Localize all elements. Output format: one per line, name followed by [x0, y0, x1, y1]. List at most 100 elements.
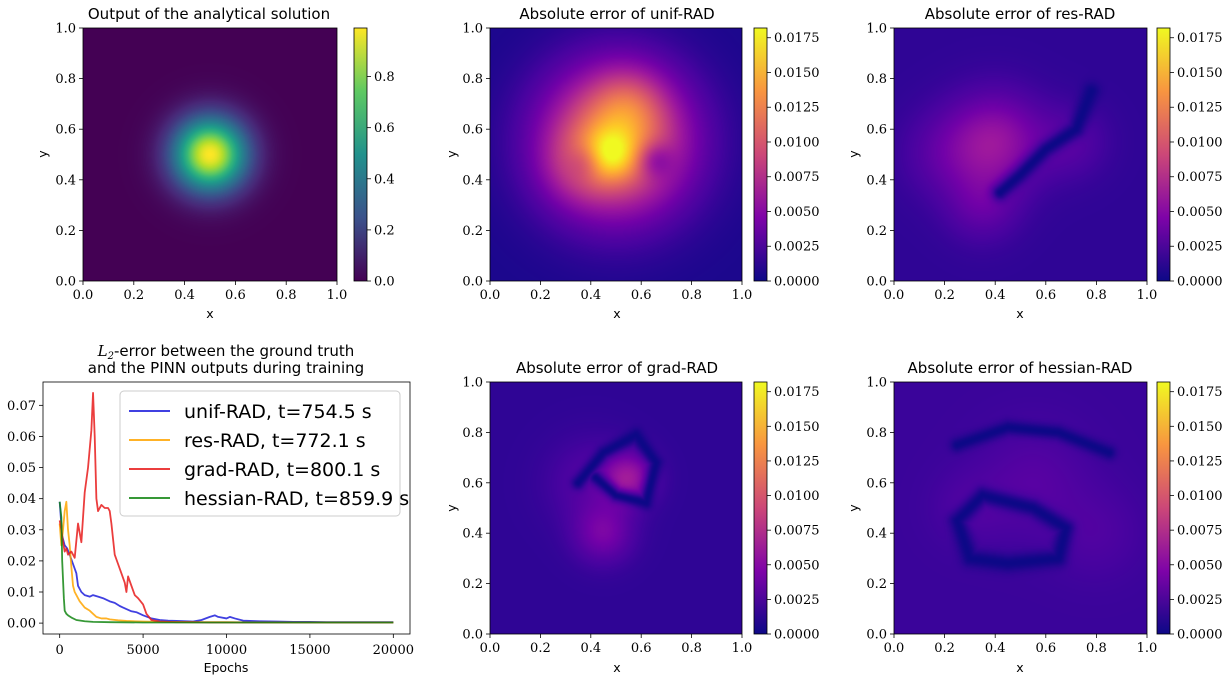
y-axis-label: y [444, 150, 459, 158]
x-tick-label: 0.4 [174, 288, 195, 303]
colorbar-tick-label: 0.0075 [1177, 524, 1223, 539]
x-tick-label: 0.8 [1086, 288, 1107, 303]
x-tick-label: 0.8 [681, 641, 702, 656]
series-line-hessian-RAD [58, 501, 394, 624]
x-ticks: 0.0 0.2 0.4 0.6 0.8 1.0 [480, 634, 753, 656]
colorbar-tick-label: 0.0100 [1177, 135, 1223, 150]
colorbar-tick-label: 0.0025 [1177, 593, 1223, 608]
heatmap-res-rad [894, 28, 1147, 281]
series-line-grad-RAD [58, 391, 394, 624]
colorbar-tick-label: 0.0100 [774, 489, 820, 504]
y-tick-label: 0.8 [462, 426, 483, 441]
x-tick-label: 0.2 [530, 288, 551, 303]
axes-frame [893, 27, 1148, 282]
y-ticks: 0.00 0.01 0.02 0.03 0.04 0.05 0.06 0.07 [7, 399, 43, 632]
colorbar-tick-label: 0.0025 [774, 593, 820, 608]
y-tick-label: 0.8 [462, 72, 483, 87]
x-axis-label: x [613, 306, 620, 321]
y-tick-label: 0.8 [55, 72, 76, 87]
x-tick-label: 0.6 [1035, 641, 1056, 656]
colorbar-ticks: 0.0000 0.0025 0.0050 0.0075 0.0100 0.0125 0.01… [767, 385, 820, 643]
panel-analytical: Output of the analytical solution 0.0 0.2… [35, 5, 395, 321]
x-tick-label: 1.0 [1137, 288, 1158, 303]
x-tick-label: 10000 [206, 643, 247, 658]
x-axis-label: x [1016, 660, 1023, 675]
panel-title: Absolute error of unif-RAD [519, 5, 714, 23]
colorbar-tick-label: 0.0150 [774, 66, 820, 81]
x-axis-label: x [1016, 306, 1023, 321]
y-tick-label: 0.4 [866, 527, 887, 542]
colorbar-tick-label: 0.0050 [1177, 205, 1223, 220]
colorbar-tick-label: 0.0075 [774, 170, 820, 185]
colorbar-tick-label: 0.0000 [1177, 628, 1223, 643]
y-tick-label: 0.2 [462, 577, 483, 592]
x-ticks: 0.0 0.2 0.4 0.6 0.8 1.0 [884, 634, 1158, 656]
colorbar-tick-label: 0.0050 [774, 558, 820, 573]
y-tick-label: 0.6 [462, 476, 483, 491]
colorbar [1156, 381, 1171, 635]
colorbar-tick-label: 0.0175 [1177, 385, 1223, 400]
colorbar [1156, 27, 1171, 282]
line-series [58, 391, 394, 624]
panel-l2-error: L2-error between the ground truth and th… [7, 342, 414, 675]
y-ticks: 0.0 0.2 0.4 0.6 0.8 1.0 [866, 376, 894, 643]
x-tick-label: 0.4 [580, 641, 601, 656]
x-tick-label: 0 [56, 643, 64, 658]
y-tick-label: 0.6 [55, 123, 76, 138]
colorbar [753, 27, 768, 282]
x-ticks: 0.0 0.2 0.4 0.6 0.8 1.0 [480, 281, 753, 303]
y-tick-label: 0.0 [866, 628, 887, 643]
panel-title-line2: and the PINN outputs during training [88, 359, 364, 377]
heatmap-hessian-rad [894, 382, 1147, 634]
x-tick-label: 0.6 [631, 288, 652, 303]
x-tick-label: 0.4 [580, 288, 601, 303]
x-tick-label: 0.2 [934, 641, 955, 656]
colorbar-tick-label: 0.0150 [1177, 420, 1223, 435]
legend-label: hessian-RAD, t=859.9 s [184, 488, 409, 510]
x-tick-label: 0.0 [480, 288, 501, 303]
y-tick-label: 0.8 [866, 72, 887, 87]
colorbar-tick-label: 0.2 [374, 223, 395, 238]
y-tick-label: 0.0 [866, 275, 887, 290]
colorbar-tick-label: 0.0175 [774, 31, 820, 46]
colorbar-tick-label: 0.0000 [1177, 275, 1223, 290]
x-ticks: 0.0 0.2 0.4 0.6 0.8 1.0 [884, 281, 1158, 303]
x-tick-label: 0.6 [1035, 288, 1056, 303]
y-tick-label: 0.03 [7, 523, 36, 538]
y-ticks: 0.0 0.2 0.4 0.6 0.8 1.0 [866, 22, 894, 290]
y-tick-label: 0.00 [7, 617, 36, 632]
colorbar-tick-label: 0.0000 [774, 275, 820, 290]
colorbar-tick-label: 0.0100 [1177, 489, 1223, 504]
panel-title: Absolute error of grad-RAD [516, 359, 718, 377]
y-tick-label: 0.8 [866, 426, 887, 441]
heatmap-unif-rad [490, 28, 742, 281]
x-axis-label: x [613, 660, 620, 675]
x-tick-label: 1.0 [732, 288, 753, 303]
y-tick-label: 0.0 [55, 275, 76, 290]
colorbar [753, 381, 768, 635]
x-tick-label: 1.0 [327, 288, 348, 303]
x-tick-label: 1.0 [732, 641, 753, 656]
colorbar-tick-label: 0.0000 [774, 628, 820, 643]
x-tick-label: 15000 [289, 643, 330, 658]
x-tick-label: 0.8 [276, 288, 297, 303]
y-tick-label: 1.0 [55, 22, 76, 37]
axes-frame [42, 381, 411, 635]
y-tick-label: 0.0 [462, 628, 483, 643]
colorbar-tick-label: 0.0125 [774, 101, 820, 116]
x-tick-label: 0.4 [985, 288, 1006, 303]
heatmap-analytical [83, 28, 337, 281]
x-tick-label: 0.2 [934, 288, 955, 303]
x-tick-label: 0.6 [631, 641, 652, 656]
legend-label: grad-RAD, t=800.1 s [184, 459, 380, 481]
x-tick-label: 0.8 [681, 288, 702, 303]
y-ticks: 0.0 0.2 0.4 0.6 0.8 1.0 [462, 22, 490, 290]
colorbar-tick-label: 0.0125 [774, 454, 820, 469]
x-tick-label: 0.8 [1086, 641, 1107, 656]
y-tick-label: 1.0 [866, 376, 887, 391]
panel-res-rad: Absolute error of res-RAD 0.0 0.2 0.4 0.6 0.… [846, 5, 1223, 321]
x-tick-label: 1.0 [1137, 641, 1158, 656]
colorbar-ticks: 0.0000 0.0025 0.0050 0.0075 0.0100 0.0125 0.01… [1170, 385, 1223, 643]
colorbar-tick-label: 0.0125 [1177, 101, 1223, 116]
y-tick-label: 0.05 [7, 461, 36, 476]
